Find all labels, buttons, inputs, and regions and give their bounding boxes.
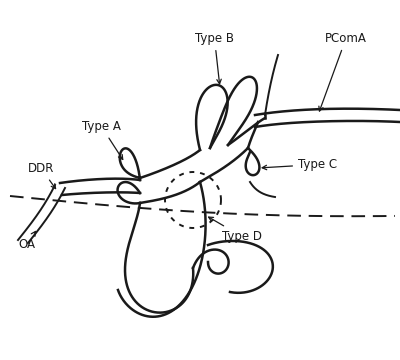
Text: Type B: Type B [195,32,234,84]
Text: Type C: Type C [262,158,337,171]
Text: OA: OA [18,231,36,251]
Text: DDR: DDR [28,162,56,189]
Text: Type A: Type A [82,120,123,159]
Text: PComA: PComA [319,32,367,111]
Text: Type D: Type D [209,217,262,243]
